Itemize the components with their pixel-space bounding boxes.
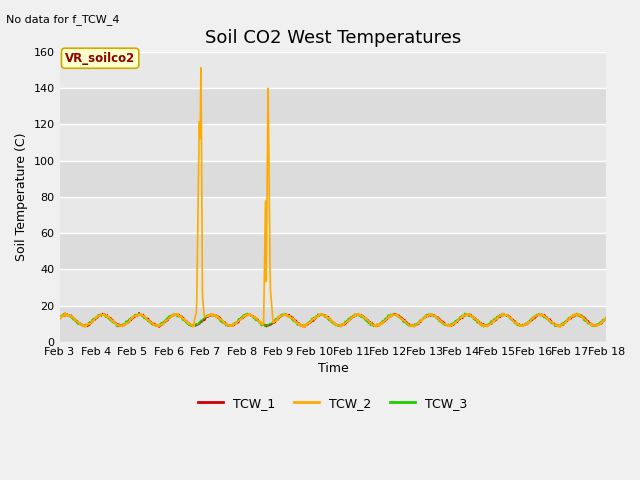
Bar xyxy=(60,160,606,197)
Bar xyxy=(60,124,606,160)
Bar xyxy=(60,269,606,306)
Y-axis label: Soil Temperature (C): Soil Temperature (C) xyxy=(15,132,28,261)
X-axis label: Time: Time xyxy=(317,362,348,375)
Text: No data for f_TCW_4: No data for f_TCW_4 xyxy=(6,14,120,25)
Text: VR_soilco2: VR_soilco2 xyxy=(65,52,135,65)
Bar xyxy=(60,233,606,269)
Bar xyxy=(60,52,606,88)
Bar xyxy=(60,306,606,342)
Title: Soil CO2 West Temperatures: Soil CO2 West Temperatures xyxy=(205,29,461,48)
Bar xyxy=(60,197,606,233)
Bar xyxy=(60,88,606,124)
Legend: TCW_1, TCW_2, TCW_3: TCW_1, TCW_2, TCW_3 xyxy=(193,392,472,415)
